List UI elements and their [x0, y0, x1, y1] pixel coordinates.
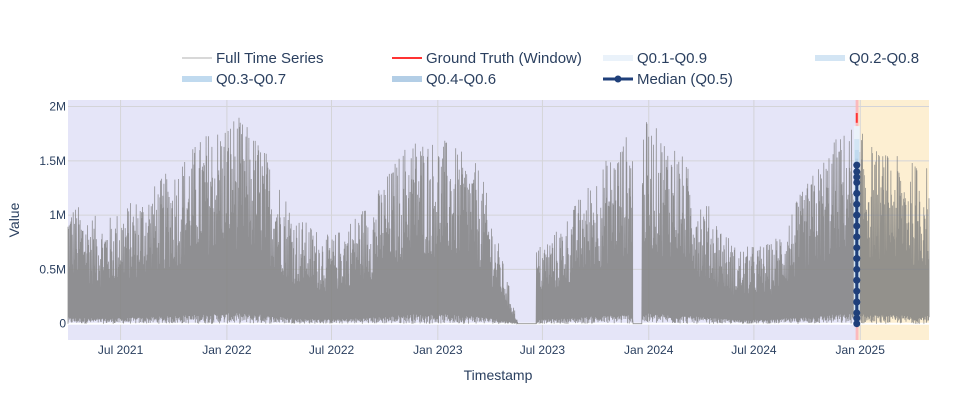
median-point [853, 161, 861, 169]
legend-swatch-marker [614, 75, 622, 83]
x-tick-label: Jul 2023 [520, 343, 566, 357]
median-point [853, 173, 861, 181]
median-point [853, 309, 861, 317]
x-tick-label: Jan 2023 [413, 343, 463, 357]
y-tick-label: 1M [49, 208, 66, 222]
y-axis-title: Value [6, 202, 22, 237]
legend-label: Median (Q0.5) [637, 71, 733, 88]
legend-item: Q0.3-Q0.7 [182, 71, 286, 88]
median-point [853, 222, 861, 230]
median-point [853, 179, 861, 187]
median-point [853, 298, 861, 306]
x-tick-label: Jul 2021 [98, 343, 144, 357]
legend-label: Q0.4-Q0.6 [426, 71, 496, 88]
x-tick-label: Jul 2022 [309, 343, 355, 357]
full-time-series-line [67, 117, 930, 325]
legend-item: Q0.4-Q0.6 [392, 71, 496, 88]
x-tick-label: Jan 2025 [836, 343, 886, 357]
legend: Full Time Series Ground Truth (Window) Q0.… [182, 50, 919, 88]
legend-label: Ground Truth (Window) [426, 50, 582, 67]
median-point [853, 265, 861, 273]
legend-label: Full Time Series [216, 50, 324, 67]
legend-item: Q0.2-Q0.8 [815, 50, 919, 67]
median-point [853, 189, 861, 197]
y-tick-label: 2M [49, 100, 66, 114]
median-point [853, 276, 861, 284]
x-axis-title: Timestamp [464, 367, 533, 383]
median-point [853, 314, 861, 322]
median-point [853, 287, 861, 295]
y-tick-label: 0.5M [39, 262, 66, 276]
median-point [853, 255, 861, 263]
legend-item: Median (Q0.5) [603, 71, 733, 88]
legend-label: Q0.3-Q0.7 [216, 71, 286, 88]
median-point [853, 211, 861, 219]
legend-item: Q0.1-Q0.9 [603, 50, 707, 67]
legend-label: Q0.1-Q0.9 [637, 50, 707, 67]
y-tick-label: 1.5M [39, 154, 66, 168]
median-point [853, 233, 861, 241]
median-point [853, 244, 861, 252]
axis-layer: 0 0.5M 1M 1.5M 2M Jul 2021 Jan 2022 Jul 2022 Jan… [39, 100, 885, 357]
x-tick-label: Jan 2022 [202, 343, 252, 357]
x-tick-label: Jul 2024 [731, 343, 777, 357]
overlay-layer [853, 100, 861, 340]
x-tick-label: Jan 2024 [624, 343, 674, 357]
y-tick-label: 0 [59, 317, 66, 331]
median-point [853, 168, 861, 176]
median-point [853, 320, 861, 328]
series-layer [67, 117, 930, 325]
legend-label: Q0.2-Q0.8 [849, 50, 919, 67]
legend-item: Ground Truth (Window) [392, 50, 582, 67]
legend-item: Full Time Series [182, 50, 324, 67]
median-point [853, 200, 861, 208]
